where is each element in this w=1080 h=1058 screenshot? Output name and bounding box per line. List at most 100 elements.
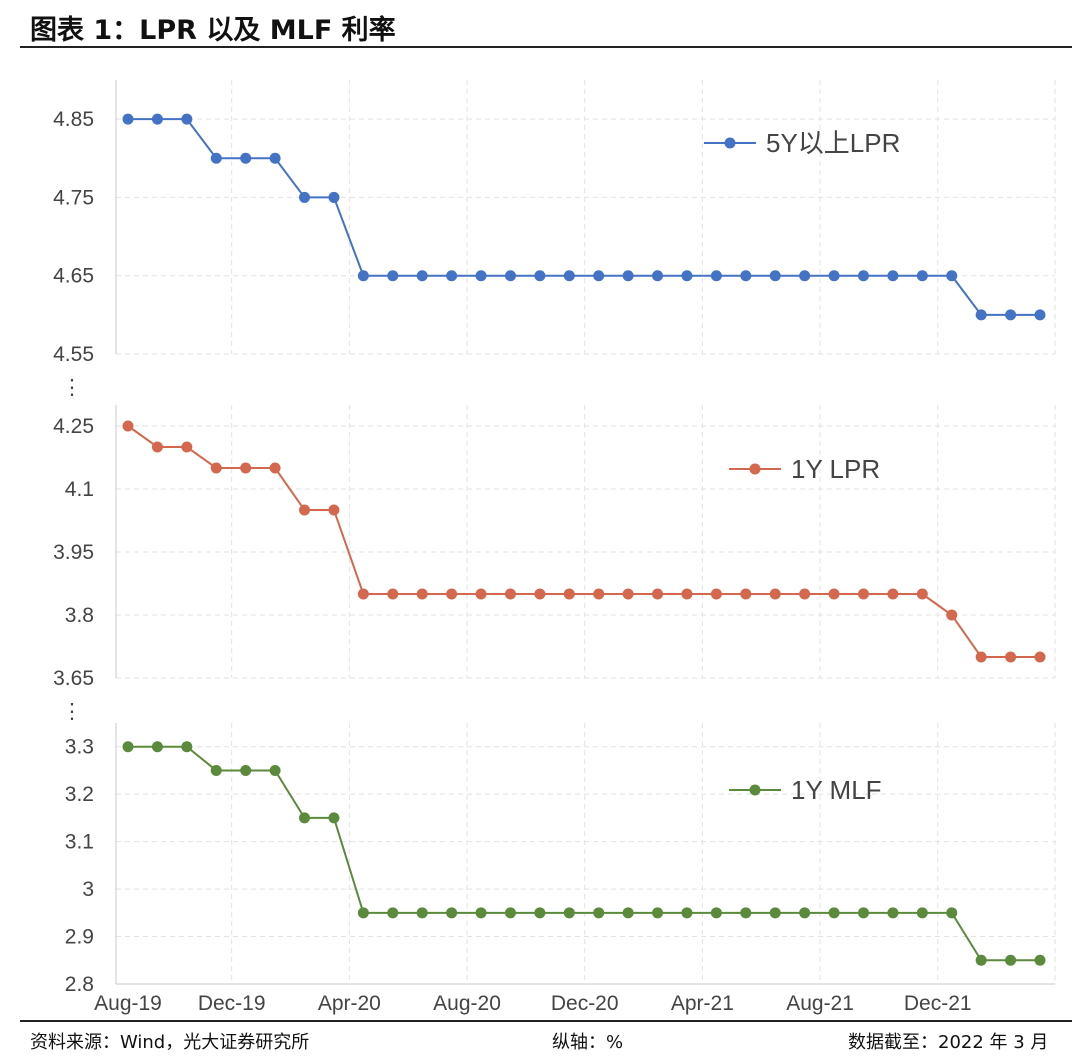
data-point [122, 741, 134, 753]
data-point [446, 907, 458, 919]
data-point [857, 588, 869, 600]
data-point [504, 588, 516, 600]
y-tick-label: 3.2 [65, 783, 94, 806]
x-tick-label: Aug-21 [786, 992, 854, 1015]
data-point [240, 152, 252, 164]
data-point [1034, 954, 1046, 966]
data-point [946, 609, 958, 621]
data-point [269, 462, 281, 474]
data-point [1034, 651, 1046, 663]
data-point [328, 191, 340, 203]
y-tick-label: 4.65 [53, 265, 94, 288]
data-point [799, 907, 811, 919]
x-tick-label: Apr-21 [671, 992, 734, 1015]
data-point [740, 270, 752, 282]
footer-divider [20, 1020, 1072, 1022]
data-point [652, 588, 664, 600]
data-point [181, 113, 193, 125]
data-point [1005, 954, 1017, 966]
data-point [710, 907, 722, 919]
data-point [887, 270, 899, 282]
x-tick-label: Dec-21 [904, 992, 972, 1015]
legend-label: 5Y以上LPR [766, 128, 900, 158]
data-point [387, 588, 399, 600]
source-note: 资料来源：Wind，光大证券研究所 [30, 1032, 310, 1053]
y-tick-label: 2.9 [65, 926, 94, 949]
data-point [887, 907, 899, 919]
data-point [210, 462, 222, 474]
data-point [916, 588, 928, 600]
data-point [446, 270, 458, 282]
data-point [269, 152, 281, 164]
data-point [1005, 309, 1017, 321]
data-point [475, 588, 487, 600]
y-tick-label: 3.95 [53, 541, 94, 564]
data-point [799, 270, 811, 282]
data-point [504, 270, 516, 282]
data-point [181, 441, 193, 453]
data-point [328, 504, 340, 516]
data-point [210, 764, 222, 776]
y-tick-label: 2.8 [65, 973, 94, 996]
data-point [975, 651, 987, 663]
data-point [151, 741, 163, 753]
data-point [269, 764, 281, 776]
data-point [151, 441, 163, 453]
data-point [828, 270, 840, 282]
series-layer [122, 113, 1046, 966]
data-point [887, 588, 899, 600]
x-tick-label: Dec-20 [551, 992, 619, 1015]
grid-layer [116, 80, 1056, 985]
y-tick-label: 3.3 [65, 736, 94, 759]
legend-swatch-marker [749, 784, 761, 796]
data-point [240, 462, 252, 474]
data-point [593, 907, 605, 919]
axis-break-marker: ⋮ [62, 700, 83, 723]
data-point [769, 270, 781, 282]
x-tick-label: Dec-19 [198, 992, 266, 1015]
data-point [975, 954, 987, 966]
data-point [181, 741, 193, 753]
data-point [1034, 309, 1046, 321]
data-point [446, 588, 458, 600]
data-point [681, 907, 693, 919]
y-tick-label: 3 [82, 878, 94, 901]
data-point [387, 907, 399, 919]
data-point [357, 907, 369, 919]
y-tick-label: 3.1 [65, 831, 94, 854]
data-point [857, 270, 869, 282]
data-point [563, 907, 575, 919]
y-tick-label: 4.55 [53, 343, 94, 366]
data-point [710, 270, 722, 282]
data-point [769, 588, 781, 600]
data-point [710, 588, 722, 600]
data-point [357, 270, 369, 282]
data-date-note: 数据截至：2022 年 3 月 [848, 1032, 1049, 1053]
data-point [916, 270, 928, 282]
x-tick-label: Aug-20 [433, 992, 501, 1015]
legend-label: 1Y MLF [791, 775, 882, 805]
y-tick-label: 4.1 [65, 478, 94, 501]
data-point [563, 588, 575, 600]
legend-layer: 5Y以上LPR 1Y LPR 1Y MLF [704, 128, 900, 805]
data-point [122, 113, 134, 125]
data-point [151, 113, 163, 125]
data-point [652, 907, 664, 919]
data-point [740, 907, 752, 919]
y-tick-label: 3.8 [65, 604, 94, 627]
data-point [357, 588, 369, 600]
data-point [593, 588, 605, 600]
axis-break-marker: ⋮ [62, 376, 83, 399]
data-point [416, 588, 428, 600]
legend-swatch-marker [749, 463, 761, 475]
x-tick-label: Apr-20 [318, 992, 381, 1015]
data-point [740, 588, 752, 600]
series-line [128, 745, 1040, 962]
data-point [681, 270, 693, 282]
data-point [240, 764, 252, 776]
data-point [299, 504, 311, 516]
y-tick-label: 4.25 [53, 415, 94, 438]
data-point [328, 812, 340, 824]
series-line [128, 118, 1040, 316]
